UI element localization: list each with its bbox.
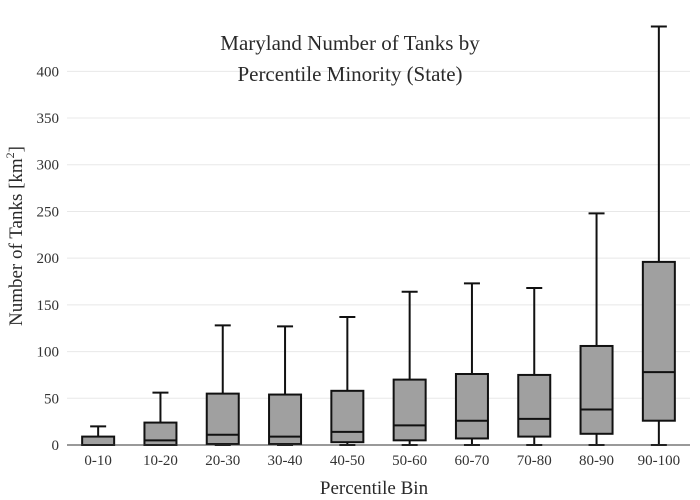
box-20-30 <box>205 324 240 446</box>
iqr-box <box>81 435 116 446</box>
x-tick-label: 70-80 <box>517 453 552 469</box>
gridlines <box>67 70 690 399</box>
x-tick-label: 90-100 <box>638 453 681 469</box>
x-tick-label: 10-20 <box>143 453 178 469</box>
x-tick-label: 20-30 <box>205 453 240 469</box>
boxes <box>81 25 676 446</box>
y-axis-title-close: ] <box>6 146 27 152</box>
box-50-60 <box>392 290 427 446</box>
iqr-box <box>392 378 427 442</box>
y-tick-label: 150 <box>37 298 60 314</box>
iqr-box <box>641 260 676 422</box>
y-axis-title-main: Number of Tanks [km <box>6 158 27 326</box>
y-axis-title: Number of Tanks [km2] <box>3 146 27 326</box>
x-tick-label: 60-70 <box>454 453 489 469</box>
y-tick-label: 300 <box>37 158 60 174</box>
y-tick-label: 0 <box>52 438 60 454</box>
iqr-box <box>517 373 552 438</box>
y-tick-label: 350 <box>37 111 60 127</box>
y-tick-label: 400 <box>37 64 60 80</box>
box-80-90 <box>579 212 614 446</box>
y-axis-title-sup: 2 <box>3 152 17 158</box>
iqr-box <box>205 392 240 446</box>
x-tick-label: 50-60 <box>392 453 427 469</box>
x-tick-label: 0-10 <box>84 453 112 469</box>
box-90-100 <box>641 25 676 446</box>
x-tick-label: 30-40 <box>268 453 303 469</box>
iqr-box <box>579 344 614 435</box>
box-10-20 <box>143 391 178 446</box>
y-tick-label: 250 <box>37 204 60 220</box>
y-tick-label: 200 <box>37 251 60 267</box>
box-30-40 <box>268 325 303 446</box>
box-70-80 <box>517 287 552 446</box>
x-axis-title: Percentile Bin <box>320 478 429 499</box>
box-40-50 <box>330 316 365 446</box>
y-tick-label: 100 <box>37 345 60 361</box>
box-0-10 <box>81 425 116 446</box>
x-tick-labels: 0-10 10-20 20-30 30-40 40-50 50-60 60-70 70-80 8… <box>84 453 680 469</box>
iqr-box <box>330 389 365 444</box>
box-60-70 <box>454 282 489 446</box>
iqr-box <box>143 421 178 446</box>
y-tick-label: 50 <box>44 391 59 407</box>
chart-title: Maryland Number of Tanks by <box>220 31 480 55</box>
x-tick-label: 80-90 <box>579 453 614 469</box>
iqr-box <box>454 373 489 440</box>
x-tick-label: 40-50 <box>330 453 365 469</box>
y-tick-labels: 0 50 100 150 200 250 300 350 400 <box>37 64 60 454</box>
chart-subtitle: Percentile Minority (State) <box>237 62 462 86</box>
